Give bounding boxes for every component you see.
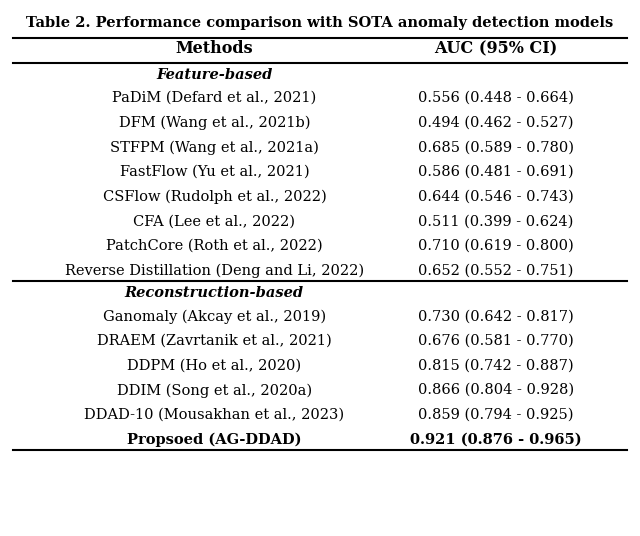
Text: AUC (95% CI): AUC (95% CI)	[435, 40, 557, 57]
Text: Propsoed (AG-DDAD): Propsoed (AG-DDAD)	[127, 433, 301, 447]
Text: 0.652 (0.552 - 0.751): 0.652 (0.552 - 0.751)	[419, 264, 573, 278]
Text: 0.859 (0.794 - 0.925): 0.859 (0.794 - 0.925)	[419, 408, 573, 422]
Text: Table 2. Performance comparison with SOTA anomaly detection models: Table 2. Performance comparison with SOT…	[26, 16, 614, 30]
Text: DDPM (Ho et al., 2020): DDPM (Ho et al., 2020)	[127, 359, 301, 373]
Text: PatchCore (Roth et al., 2022): PatchCore (Roth et al., 2022)	[106, 239, 323, 253]
Text: Reverse Distillation (Deng and Li, 2022): Reverse Distillation (Deng and Li, 2022)	[65, 264, 364, 278]
Text: Reconstruction-based: Reconstruction-based	[125, 286, 304, 300]
Text: Feature-based: Feature-based	[156, 68, 273, 81]
Text: 0.494 (0.462 - 0.527): 0.494 (0.462 - 0.527)	[419, 116, 573, 130]
Text: 0.644 (0.546 - 0.743): 0.644 (0.546 - 0.743)	[418, 190, 574, 204]
Text: Methods: Methods	[175, 40, 253, 57]
Text: 0.815 (0.742 - 0.887): 0.815 (0.742 - 0.887)	[418, 359, 574, 373]
Text: 0.676 (0.581 - 0.770): 0.676 (0.581 - 0.770)	[418, 334, 574, 348]
Text: 0.866 (0.804 - 0.928): 0.866 (0.804 - 0.928)	[418, 383, 574, 397]
Text: 0.921 (0.876 - 0.965): 0.921 (0.876 - 0.965)	[410, 433, 582, 446]
Text: DRAEM (Zavrtanik et al., 2021): DRAEM (Zavrtanik et al., 2021)	[97, 334, 332, 348]
Text: 0.511 (0.399 - 0.624): 0.511 (0.399 - 0.624)	[419, 214, 573, 228]
Text: DFM (Wang et al., 2021b): DFM (Wang et al., 2021b)	[118, 116, 310, 130]
Text: CSFlow (Rudolph et al., 2022): CSFlow (Rudolph et al., 2022)	[102, 190, 326, 204]
Text: 0.685 (0.589 - 0.780): 0.685 (0.589 - 0.780)	[418, 140, 574, 154]
Text: FastFlow (Yu et al., 2021): FastFlow (Yu et al., 2021)	[120, 165, 309, 179]
Text: 0.710 (0.619 - 0.800): 0.710 (0.619 - 0.800)	[418, 239, 574, 253]
Text: STFPM (Wang et al., 2021a): STFPM (Wang et al., 2021a)	[110, 140, 319, 155]
Text: 0.730 (0.642 - 0.817): 0.730 (0.642 - 0.817)	[418, 309, 574, 323]
Text: DDAD-10 (Mousakhan et al., 2023): DDAD-10 (Mousakhan et al., 2023)	[84, 408, 344, 422]
Text: DDIM (Song et al., 2020a): DDIM (Song et al., 2020a)	[117, 383, 312, 398]
Text: PaDiM (Defard et al., 2021): PaDiM (Defard et al., 2021)	[112, 91, 317, 105]
Text: CFA (Lee et al., 2022): CFA (Lee et al., 2022)	[133, 214, 296, 228]
Text: 0.586 (0.481 - 0.691): 0.586 (0.481 - 0.691)	[418, 165, 574, 179]
Text: Ganomaly (Akcay et al., 2019): Ganomaly (Akcay et al., 2019)	[103, 309, 326, 324]
Text: 0.556 (0.448 - 0.664): 0.556 (0.448 - 0.664)	[418, 91, 574, 105]
